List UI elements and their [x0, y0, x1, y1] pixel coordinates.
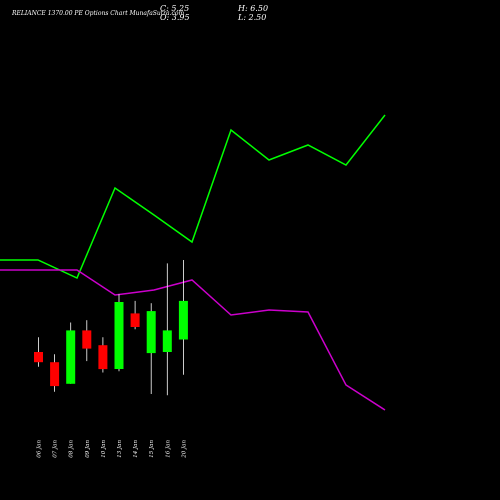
x-tick-label: 14 Jan: [133, 440, 139, 458]
chart-title: RELIANCE 1370.00 PE Options Chart Munafa…: [12, 10, 185, 17]
candle: [178, 260, 188, 375]
bearish-candle-body: [98, 345, 108, 370]
open-value: O: 3.95: [160, 13, 190, 22]
candlestick-layer: [34, 260, 188, 396]
bullish-candle-body: [114, 302, 124, 369]
line-series-layer: [0, 114, 386, 411]
bearish-candle-body: [130, 313, 140, 327]
candle: [98, 337, 108, 373]
candle: [114, 294, 124, 372]
x-axis-labels: 06 Jan 07 Jan 08 Jan 09 Jan 10 Jan 13 Jan 14 J…: [37, 440, 188, 459]
bearish-candle-body: [82, 330, 92, 349]
x-tick-label: 08 Jan: [69, 440, 75, 458]
candle: [146, 303, 156, 394]
bearish-candle-body: [50, 362, 60, 387]
x-tick-label: 20 Jan: [181, 440, 187, 459]
x-tick-label: 06 Jan: [37, 440, 43, 458]
ohlc-high-low: H: 6.50 L: 2.50: [238, 4, 268, 22]
x-tick-label: 07 Jan: [53, 440, 59, 458]
bullish-candle-body: [146, 311, 156, 354]
candle: [34, 337, 43, 367]
bullish-candle-body: [66, 330, 76, 384]
candle: [162, 263, 172, 396]
x-tick-label: 16 Jan: [165, 440, 171, 458]
candle: [82, 320, 92, 362]
x-tick-label: 09 Jan: [85, 440, 91, 458]
x-tick-label: 13 Jan: [117, 440, 123, 458]
high-value: H: 6.50: [238, 4, 269, 13]
bearish-candle-body: [34, 352, 43, 363]
candle: [130, 300, 140, 330]
low-value: L: 2.50: [238, 13, 267, 22]
line-series-1: [0, 114, 386, 280]
candle: [50, 354, 60, 392]
x-tick-label: 10 Jan: [101, 440, 107, 458]
bullish-candle-body: [178, 300, 188, 340]
close-value: C: 5.25: [160, 4, 190, 13]
x-tick-label: 15 Jan: [149, 440, 155, 458]
candle: [66, 322, 76, 384]
ohlc-close-open: C: 5.25 O: 3.95: [160, 4, 190, 22]
bullish-candle-body: [162, 330, 172, 352]
line-series-2: [0, 269, 386, 411]
